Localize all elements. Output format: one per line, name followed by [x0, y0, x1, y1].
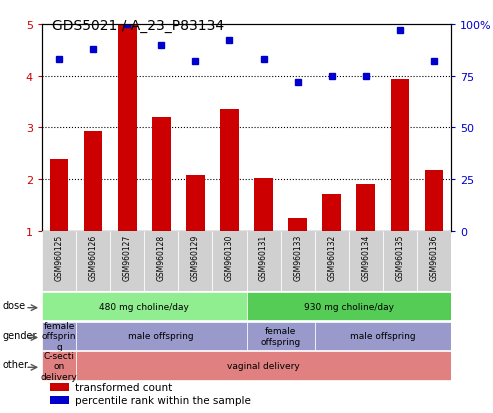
Text: C-secti
on
delivery: C-secti on delivery [40, 351, 77, 381]
Text: GSM960132: GSM960132 [327, 234, 336, 280]
Bar [50, 160, 69, 231]
Bar [42, 292, 246, 321]
Bar [42, 351, 76, 380]
Text: GSM960125: GSM960125 [54, 234, 64, 280]
Bar [417, 231, 451, 291]
Text: GSM960131: GSM960131 [259, 234, 268, 280]
Bar [390, 80, 409, 231]
Bar [322, 194, 341, 231]
Bar [76, 322, 246, 351]
Text: female
offspring: female offspring [260, 327, 301, 346]
Text: other: other [2, 359, 28, 369]
Bar [288, 218, 307, 231]
Text: GSM960129: GSM960129 [191, 234, 200, 280]
Bar [84, 132, 103, 231]
Text: GSM960133: GSM960133 [293, 234, 302, 280]
Bar [315, 322, 451, 351]
Bar [212, 231, 246, 291]
Bar [315, 231, 349, 291]
Bar [254, 178, 273, 231]
Bar [50, 383, 69, 391]
Bar [281, 231, 315, 291]
Bar [220, 110, 239, 231]
Text: dose: dose [2, 300, 25, 310]
Bar [42, 231, 76, 291]
Text: male offspring: male offspring [129, 332, 194, 341]
Bar [246, 322, 315, 351]
Text: 930 mg choline/day: 930 mg choline/day [304, 302, 394, 311]
Bar [186, 176, 205, 231]
Text: male offspring: male offspring [350, 332, 416, 341]
Bar [76, 231, 110, 291]
Text: GSM960128: GSM960128 [157, 234, 166, 280]
Bar [349, 231, 383, 291]
Bar [118, 26, 137, 231]
Bar [246, 292, 451, 321]
Text: GSM960127: GSM960127 [123, 234, 132, 280]
Bar [152, 118, 171, 231]
Bar [144, 231, 178, 291]
Text: percentile rank within the sample: percentile rank within the sample [74, 395, 250, 405]
Text: GSM960135: GSM960135 [395, 234, 404, 280]
Bar [178, 231, 212, 291]
Text: GSM960130: GSM960130 [225, 234, 234, 280]
Text: transformed count: transformed count [74, 382, 172, 392]
Bar [356, 185, 375, 231]
Text: female
offsprin
g: female offsprin g [42, 321, 76, 351]
Bar [424, 171, 443, 231]
Bar [246, 231, 281, 291]
Text: GSM960136: GSM960136 [429, 234, 439, 280]
Text: GSM960126: GSM960126 [89, 234, 98, 280]
Bar [50, 396, 69, 404]
Text: GSM960134: GSM960134 [361, 234, 370, 280]
Bar [383, 231, 417, 291]
Text: gender: gender [2, 330, 36, 339]
Text: GDS5021 / A_23_P83134: GDS5021 / A_23_P83134 [52, 19, 224, 33]
Bar [42, 322, 76, 351]
Text: vaginal delivery: vaginal delivery [227, 361, 300, 370]
Text: 480 mg choline/day: 480 mg choline/day [99, 302, 189, 311]
Bar [110, 231, 144, 291]
